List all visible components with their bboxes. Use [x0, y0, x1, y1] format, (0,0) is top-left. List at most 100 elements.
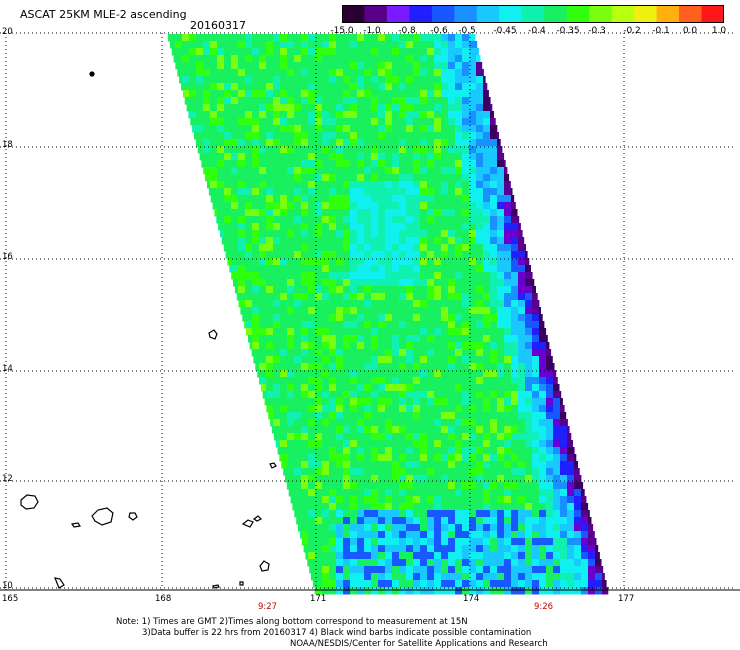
swath-cell: [518, 237, 525, 245]
swath-cell: [406, 104, 414, 112]
swath-cell: [406, 489, 414, 497]
swath-cell: [322, 314, 330, 322]
swath-cell: [427, 258, 435, 266]
swath-cell: [427, 461, 435, 469]
swath-cell: [357, 419, 365, 427]
swath-cell: [420, 545, 428, 553]
swath-cell: [245, 174, 253, 182]
swath-cell: [245, 111, 253, 119]
swath-cell: [420, 349, 428, 357]
swath-cell: [420, 41, 428, 49]
swath-cell: [399, 475, 407, 483]
swath-cell: [301, 300, 309, 308]
swath-cell: [175, 48, 183, 56]
swath-cell: [427, 335, 435, 343]
swath-cell: [371, 293, 379, 301]
swath-cell: [343, 433, 351, 441]
swath-cell: [546, 391, 554, 399]
swath-cell: [448, 356, 456, 364]
swath-cell: [238, 300, 246, 308]
swath-cell: [539, 573, 547, 581]
swath-cell: [553, 377, 558, 385]
swath-cell: [322, 195, 330, 203]
swath-cell: [427, 83, 435, 91]
swath-cell: [238, 69, 246, 77]
swath-cell: [224, 139, 232, 147]
swath-cell: [322, 251, 330, 259]
swath-cell: [259, 223, 267, 231]
swath-cell: [322, 293, 330, 301]
swath-cell: [441, 111, 449, 119]
swath-cell: [455, 188, 463, 196]
swath-cell: [399, 90, 407, 98]
swath-cell: [392, 223, 400, 231]
swath-cell: [434, 503, 442, 511]
swath-cell: [343, 482, 351, 490]
swath-cell: [259, 349, 267, 357]
swath-cell: [329, 538, 337, 546]
swath-cell: [441, 41, 449, 49]
swath-cell: [280, 48, 288, 56]
swath-cell: [210, 188, 218, 196]
swath-cell: [455, 433, 463, 441]
lon-label: 168: [155, 594, 172, 604]
swath-cell: [469, 426, 477, 434]
swath-cell: [364, 160, 372, 168]
swath-cell: [455, 174, 463, 182]
swath-cell: [504, 496, 512, 504]
swath-cell: [233, 279, 239, 287]
swath-cell: [371, 314, 379, 322]
swath-cell: [336, 160, 344, 168]
swath-cell: [364, 293, 372, 301]
swath-cell: [350, 447, 358, 455]
swath-cell: [343, 419, 351, 427]
swath-cell: [434, 223, 442, 231]
swath-cell: [427, 349, 435, 357]
swath-cell: [260, 384, 267, 392]
swath-cell: [560, 405, 565, 413]
swath-cell: [434, 412, 442, 420]
swath-cell: [343, 230, 351, 238]
swath-cell: [392, 419, 400, 427]
swath-cell: [364, 195, 372, 203]
swath-cell: [308, 216, 316, 224]
swath-cell: [385, 104, 393, 112]
swath-cell: [245, 69, 253, 77]
swath-cell: [406, 524, 414, 532]
swath-cell: [490, 447, 498, 455]
swath-cell: [392, 104, 400, 112]
swath-cell: [364, 258, 372, 266]
swath-cell: [469, 566, 477, 574]
swath-cell: [350, 111, 358, 119]
swath-cell: [399, 209, 407, 217]
swath-cell: [427, 34, 435, 42]
swath-cell: [560, 531, 568, 539]
swath-cell: [539, 468, 547, 476]
swath-cell: [364, 167, 372, 175]
swath-cell: [343, 237, 351, 245]
swath-cell: [567, 531, 575, 539]
swath-cell: [511, 258, 519, 266]
swath-cell: [392, 286, 400, 294]
swath-cell: [448, 237, 456, 245]
swath-cell: [217, 48, 225, 56]
swath-cell: [434, 174, 442, 182]
swath-cell: [420, 125, 428, 133]
swath-cell: [406, 384, 414, 392]
swath-cell: [266, 216, 274, 224]
swath-cell: [546, 475, 554, 483]
colorbar-swatch: [409, 5, 433, 23]
swath-cell: [462, 216, 470, 224]
swath-cell: [315, 111, 323, 119]
swath-cell: [259, 307, 267, 315]
swath-cell: [217, 69, 225, 77]
swath-cell: [266, 188, 274, 196]
swath-cell: [469, 286, 477, 294]
swath-cell: [399, 566, 407, 574]
swath-cell: [343, 426, 351, 434]
swath-cell: [441, 545, 449, 553]
swath-cell: [406, 440, 414, 448]
swath-cell: [287, 293, 295, 301]
swath-cell: [448, 167, 456, 175]
swath-cell: [266, 258, 274, 266]
